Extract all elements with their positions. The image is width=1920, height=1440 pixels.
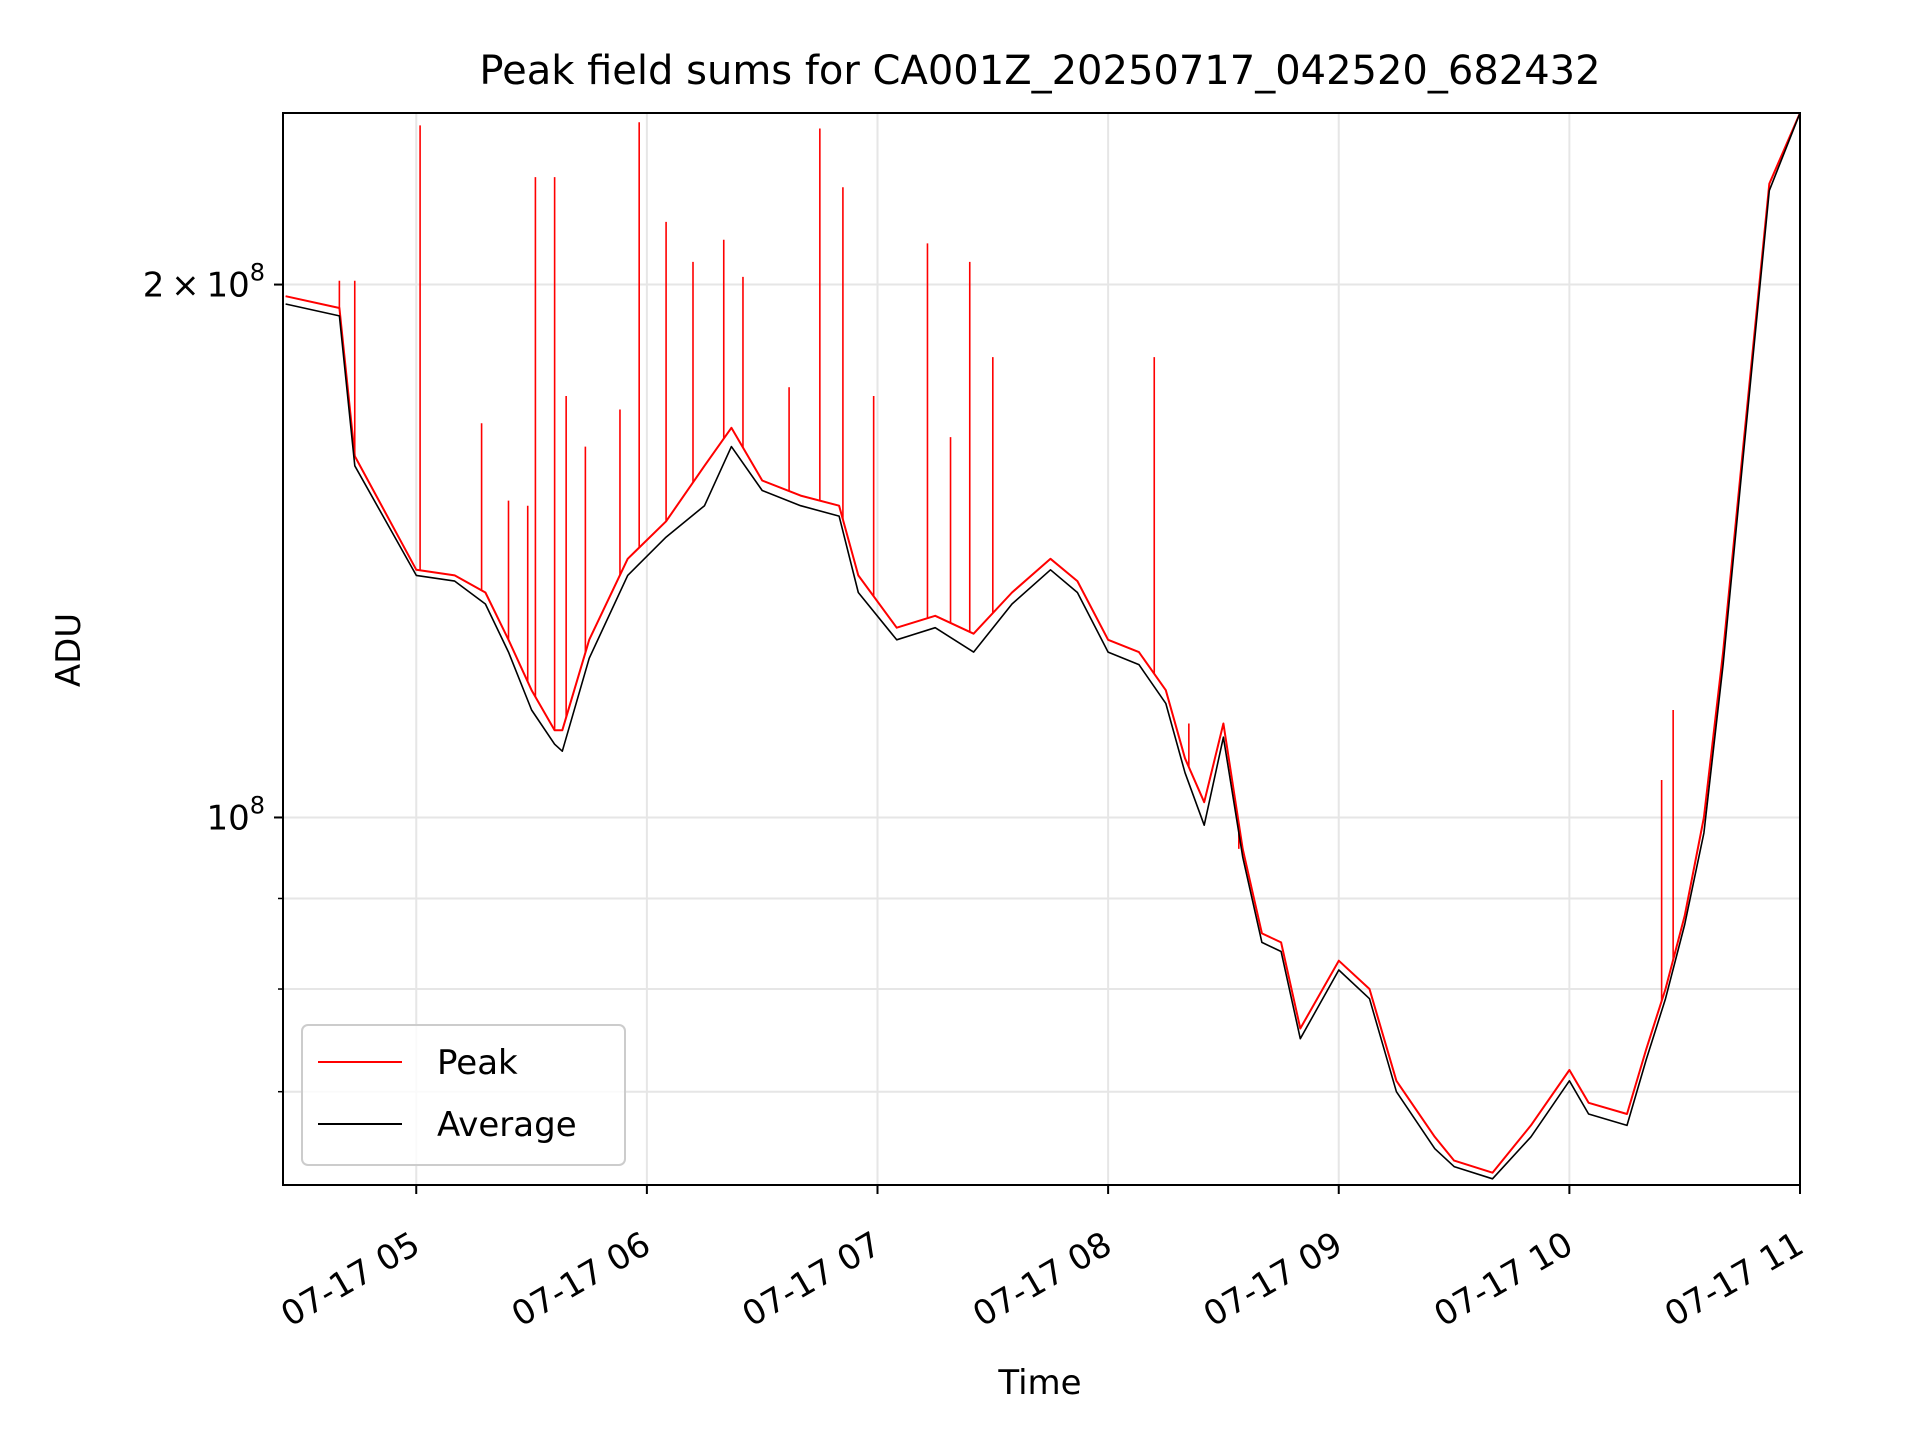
legend: Peak Average — [301, 1024, 626, 1166]
grid — [283, 113, 1801, 1185]
plot-frame — [282, 112, 1801, 1186]
series-layer — [285, 112, 1801, 1180]
series-peak-line — [285, 112, 1801, 1174]
y-tick-label: 2 × 108 — [143, 259, 265, 306]
y-tick-label: 108 — [206, 791, 265, 838]
x-axis-label: Time — [997, 1363, 1081, 1403]
legend-label-peak: Peak — [437, 1043, 518, 1083]
y-axis-label: ADU — [49, 613, 89, 687]
chart-title: Peak field sums for CA001Z_20250717_0425… — [479, 48, 1600, 94]
legend-label-average: Average — [437, 1105, 577, 1145]
legend-box — [301, 1024, 626, 1166]
y-axis: 2 × 108 108 — [143, 259, 283, 1093]
series-average-line — [285, 112, 1801, 1180]
